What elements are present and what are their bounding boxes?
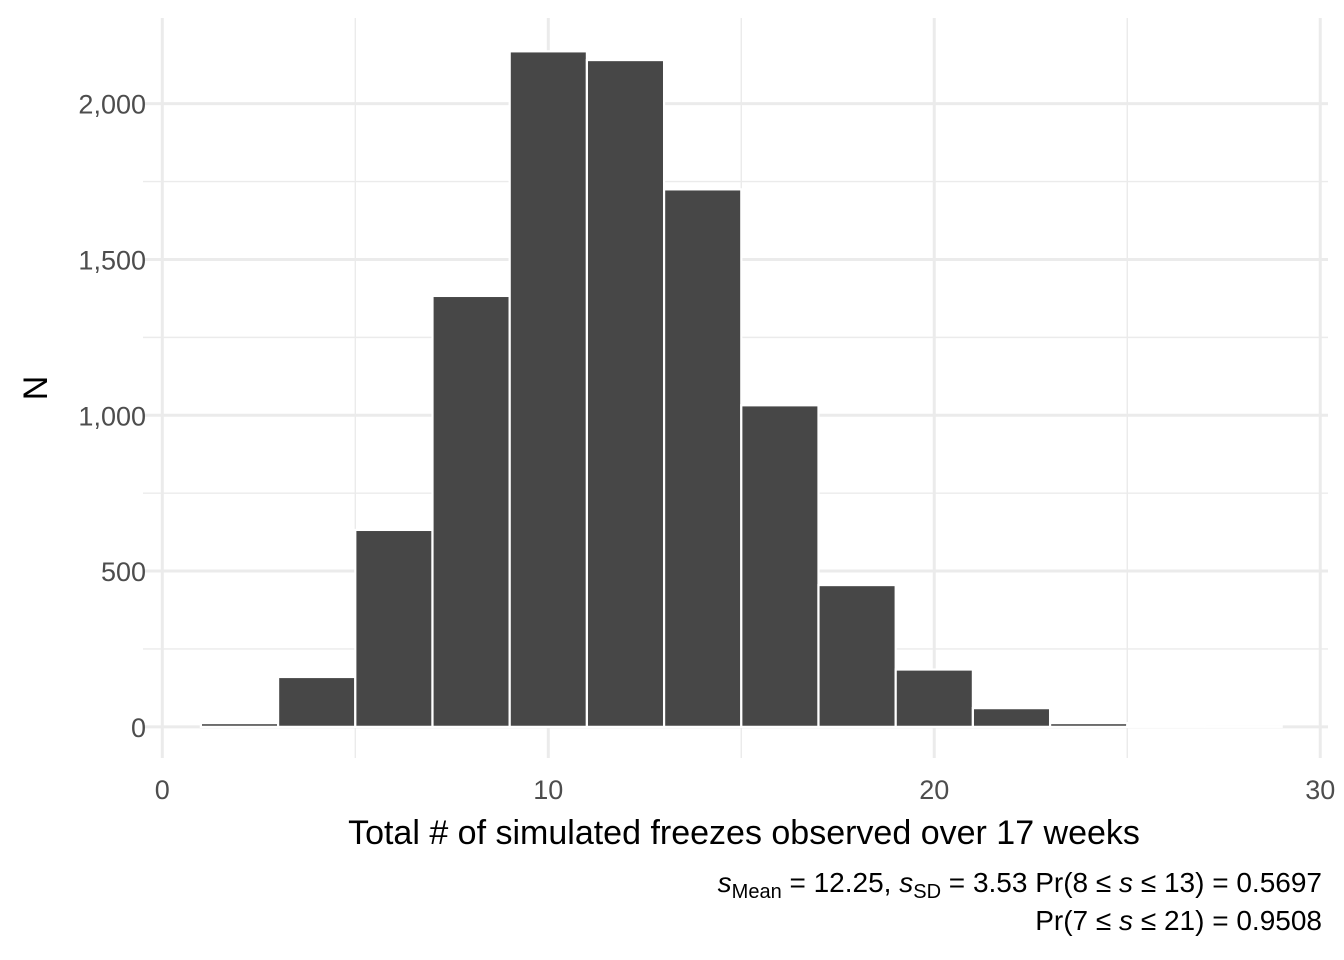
x-tick-label: 0 — [155, 775, 170, 805]
x-tick-label: 30 — [1305, 775, 1335, 805]
histogram-bar — [585, 58, 666, 728]
histogram-bar — [662, 188, 743, 728]
caption-text: ≤ 21) = 0.9508 — [1133, 905, 1322, 936]
histogram-bar — [971, 707, 1052, 728]
x-tick-label: 20 — [919, 775, 949, 805]
x-axis-ticks: 0 10 20 30 — [155, 775, 1336, 805]
x-tick-label: 10 — [533, 775, 563, 805]
caption-subscript-mean: Mean — [731, 881, 782, 903]
histogram-bar — [431, 294, 511, 728]
histogram-bar — [1203, 725, 1283, 728]
y-tick-label: 1,500 — [78, 245, 146, 275]
caption-line-2: Pr(7 ≤ s ≤ 21) = 0.9508 — [1035, 904, 1322, 938]
caption-symbol-s: s — [717, 867, 732, 898]
histogram-bar — [1048, 722, 1129, 728]
x-axis-title: Total # of simulated freezes observed ov… — [348, 814, 1140, 852]
histogram-bar — [894, 668, 974, 728]
y-tick-label: 1,000 — [78, 401, 146, 431]
caption-line-1: sMean = 12.25, sSD = 3.53 Pr(8 ≤ s ≤ 13)… — [717, 866, 1322, 903]
histogram-bar — [817, 583, 897, 728]
histogram-bars — [199, 50, 1283, 728]
y-tick-label: 500 — [101, 557, 146, 587]
caption-symbol-s: s — [899, 867, 914, 898]
caption-text: ≤ 13) = 0.5697 — [1133, 867, 1322, 898]
caption-subscript-sd: SD — [913, 881, 942, 903]
y-axis-ticks: 0 500 1,000 1,500 2,000 — [78, 90, 146, 743]
caption-text: Pr(7 ≤ — [1035, 905, 1120, 936]
caption-symbol-s: s — [1119, 905, 1134, 936]
y-axis-title: N — [17, 376, 55, 401]
histogram-bar — [508, 50, 588, 728]
histogram-bar — [199, 722, 280, 728]
histogram-bar — [1126, 724, 1206, 728]
caption-symbol-s: s — [1119, 867, 1134, 898]
histogram-bar — [354, 528, 434, 728]
caption-text: = 12.25, — [781, 867, 900, 898]
histogram-bar — [276, 675, 357, 728]
y-tick-label: 2,000 — [78, 90, 146, 120]
histogram-bar — [740, 404, 820, 728]
caption-text: = 3.53 Pr(8 ≤ — [941, 867, 1120, 898]
y-tick-label: 0 — [131, 713, 146, 743]
